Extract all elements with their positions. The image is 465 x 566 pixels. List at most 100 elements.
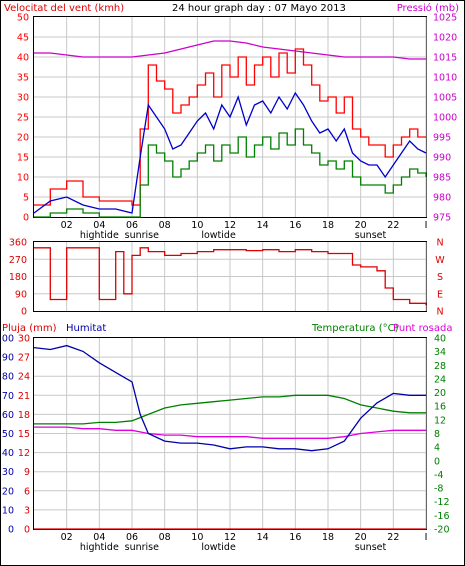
humidity-y-tick: 80 [2, 372, 14, 383]
x-annotation: hightide [80, 230, 119, 241]
temperature-y-tick: 28 [434, 361, 446, 372]
x-tick-label: 16 [289, 220, 301, 231]
direction-line [34, 247, 427, 306]
wind-y-tick: 35 [17, 73, 29, 84]
wind-y-tick: 45 [17, 33, 29, 44]
humidity-y-tick: 60 [2, 410, 14, 421]
temperature-y-tick: -4 [434, 470, 443, 481]
x-tick-label: 02 [61, 220, 73, 231]
thermo-x-annotations: hightide sunrise lowtide sunset [80, 542, 387, 553]
wind-low-line [34, 128, 427, 218]
dewpoint-line [34, 426, 426, 439]
direction-y-tick: 0 [21, 307, 27, 318]
temperature-line [34, 394, 426, 425]
x-tick-label: 18 [322, 220, 334, 231]
pressure-y-tick: 1005 [433, 93, 457, 104]
x-tick-label: 22 [387, 532, 399, 543]
direction-y-tick: 270 [9, 255, 27, 266]
chart-title: 24 hour graph day : 07 Mayo 2013 [172, 3, 346, 14]
humidity-axis-title: Humitat [66, 323, 106, 334]
direction-y-ticks: 0 90 180 270 360 [9, 238, 27, 318]
temperature-y-tick: 20 [434, 388, 446, 399]
pressure-y-tick: 995 [433, 133, 451, 144]
rain-humidity-temp-panel: 0102030405060708090100 03691215182124273… [0, 323, 452, 553]
x-tick-label: 20 [355, 532, 367, 543]
wind-y-tick: 30 [17, 93, 29, 104]
thermo-x-ticks: 02 04 06 08 10 12 14 16 18 20 22 I [61, 532, 428, 543]
rain-y-tick: 0 [24, 525, 30, 536]
pressure-y-tick: 985 [433, 173, 451, 184]
thermo-grid [34, 338, 427, 529]
rain-y-tick: 27 [18, 353, 30, 364]
pressure-y-tick: 1025 [433, 13, 457, 24]
compass-label: E [437, 289, 443, 300]
pressure-y-tick: 1015 [433, 53, 457, 64]
humidity-y-ticks: 0 10 20 30 40 50 60 70 80 90 100 [0, 334, 14, 536]
humidity-y-tick: 100 [0, 334, 14, 345]
compass-label: N [436, 307, 443, 318]
compass-label: W [435, 255, 445, 266]
temperature-y-tick: 8 [434, 429, 440, 440]
wind-y-tick: 5 [23, 193, 29, 204]
rain-y-tick: 9 [24, 467, 30, 478]
humidity-y-tick: 40 [2, 448, 14, 459]
pressure-axis-title: Pressió (mb) [397, 2, 459, 14]
temperature-y-tick: -20 [434, 525, 450, 536]
pressure-y-ticks: 975 980 985 990 995 1000 1005 1010 1015 1020 1025 [433, 13, 457, 224]
temperature-y-tick: 0 [434, 456, 440, 467]
thermo-series [33, 344, 426, 530]
wind-y-tick: 15 [17, 153, 29, 164]
x-tick-label: 10 [191, 220, 203, 231]
x-annotation: lowtide [201, 230, 236, 241]
humidity-y-tick: 70 [2, 391, 14, 402]
x-tick-label: 08 [159, 220, 171, 231]
wind-y-tick: 0 [23, 213, 29, 224]
x-tick-label: 10 [191, 532, 203, 543]
x-tick-label: 06 [126, 532, 138, 543]
x-tick-label: 02 [61, 532, 73, 543]
wind-series [33, 40, 427, 218]
pressure-y-tick: 1010 [433, 73, 457, 84]
x-tick-label: I [425, 532, 428, 543]
wind-y-tick: 40 [17, 53, 29, 64]
temperature-y-tick: -16 [434, 511, 450, 522]
pressure-y-tick: 990 [433, 153, 451, 164]
wind-x-ticks: 02 04 06 08 10 12 14 16 18 20 22 I [61, 220, 428, 231]
temperature-y-ticks: -20 -16 -12 -8 -4 0 4 8 12 16 20 24 28 34 40 [434, 334, 450, 536]
x-tick-label: 12 [224, 532, 236, 543]
x-annotation: sunrise [125, 230, 159, 241]
humidity-line [33, 344, 426, 452]
wind-y-ticks: 0 5 10 15 20 25 30 35 40 45 50 [17, 13, 29, 224]
x-tick-label: 12 [224, 220, 236, 231]
direction-y-tick: 180 [9, 272, 27, 283]
rain-y-ticks: 0 3 6 9 12 15 18 21 24 27 30 [18, 334, 30, 536]
temperature-axis-title: Temperatura (°C) [311, 323, 399, 334]
pressure-y-tick: 975 [433, 213, 451, 224]
humidity-y-tick: 20 [2, 486, 14, 497]
x-tick-label: 04 [93, 220, 105, 231]
temperature-y-tick: 24 [434, 374, 446, 385]
x-tick-label: 22 [387, 220, 399, 231]
x-tick-label: 20 [355, 220, 367, 231]
pressure-line [34, 40, 426, 60]
humidity-y-tick: 50 [2, 429, 14, 440]
rain-y-tick: 15 [18, 429, 30, 440]
x-annotation: sunrise [125, 542, 159, 553]
temperature-y-tick: -12 [434, 497, 450, 508]
humidity-y-tick: 30 [2, 467, 14, 478]
rain-y-tick: 12 [18, 448, 30, 459]
x-annotation: lowtide [201, 542, 236, 553]
wind-y-tick: 10 [17, 173, 29, 184]
x-tick-label: 14 [257, 532, 269, 543]
rain-axis-title: Pluja (mm) [2, 323, 57, 334]
humidity-y-tick: 0 [8, 525, 14, 536]
humidity-y-tick: 10 [2, 505, 14, 516]
temperature-y-tick: 16 [434, 402, 446, 413]
x-tick-label: 08 [159, 532, 171, 543]
temperature-y-tick: 40 [434, 334, 446, 345]
rain-y-tick: 24 [18, 372, 30, 383]
direction-y-tick: 90 [15, 289, 27, 300]
